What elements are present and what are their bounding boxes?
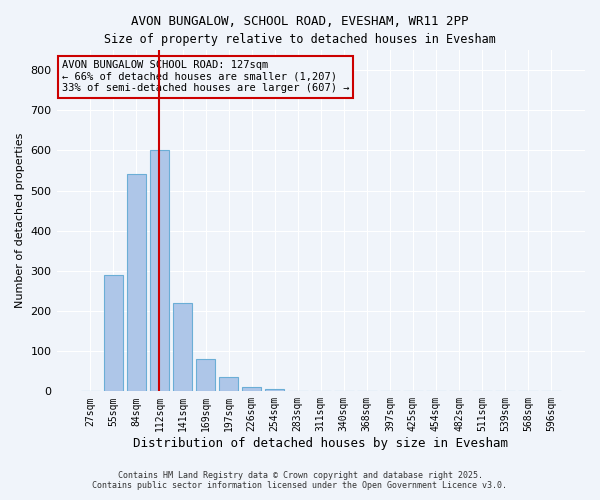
- Bar: [196, 359, 215, 392]
- Text: AVON BUNGALOW SCHOOL ROAD: 127sqm
← 66% of detached houses are smaller (1,207)
3: AVON BUNGALOW SCHOOL ROAD: 127sqm ← 66% …: [62, 60, 349, 94]
- Bar: [242, 386, 262, 392]
- Bar: [104, 275, 123, 392]
- Y-axis label: Number of detached properties: Number of detached properties: [15, 133, 25, 308]
- Bar: [173, 303, 193, 392]
- Text: Contains HM Land Registry data © Crown copyright and database right 2025.
Contai: Contains HM Land Registry data © Crown c…: [92, 470, 508, 490]
- X-axis label: Distribution of detached houses by size in Evesham: Distribution of detached houses by size …: [133, 437, 508, 450]
- Bar: [127, 174, 146, 392]
- Bar: [149, 150, 169, 392]
- Text: Size of property relative to detached houses in Evesham: Size of property relative to detached ho…: [104, 32, 496, 46]
- Text: AVON BUNGALOW, SCHOOL ROAD, EVESHAM, WR11 2PP: AVON BUNGALOW, SCHOOL ROAD, EVESHAM, WR1…: [131, 15, 469, 28]
- Bar: [219, 378, 238, 392]
- Bar: [288, 390, 308, 392]
- Bar: [265, 390, 284, 392]
